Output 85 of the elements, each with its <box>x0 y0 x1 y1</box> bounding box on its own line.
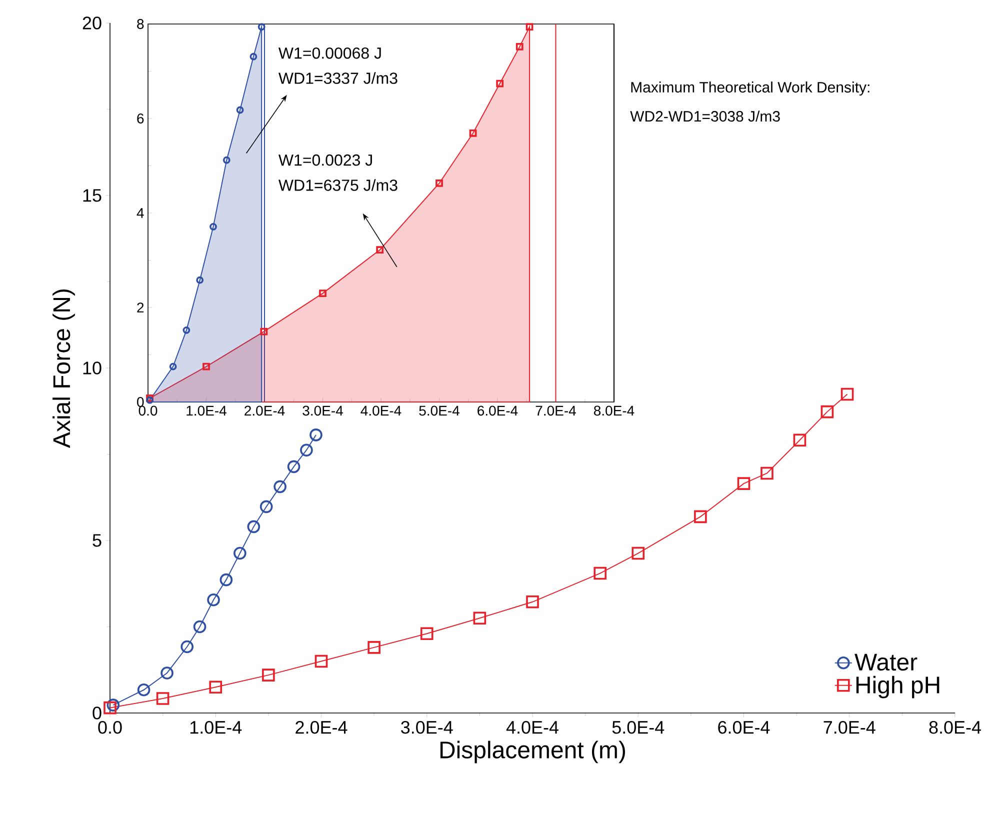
x-tick-label: 6.0E-4 <box>478 406 518 416</box>
point <box>262 668 275 682</box>
y-tick-label: 0 <box>137 397 144 407</box>
annotation: WD1=3337 J/m3 <box>278 72 398 84</box>
point <box>137 683 150 696</box>
x-tick-label: 1.0E-4 <box>190 720 242 734</box>
point <box>160 666 174 680</box>
x-tick-label: 2.0E-4 <box>296 720 348 734</box>
point <box>840 388 854 401</box>
point <box>234 546 246 560</box>
x-tick-label: 7.0E-4 <box>824 720 876 734</box>
point <box>220 573 233 586</box>
y-tick-label: 10 <box>83 362 102 374</box>
point <box>526 596 539 608</box>
y-tick-label: 0 <box>92 706 102 720</box>
point <box>236 106 244 114</box>
point <box>632 546 645 560</box>
point <box>260 500 273 514</box>
point <box>737 477 750 490</box>
point <box>526 23 534 31</box>
y-tick-label: 20 <box>82 16 102 30</box>
x-tick-label: 0.0 <box>98 720 122 734</box>
x-tick-label: 4.0E-4 <box>360 406 402 416</box>
point <box>210 223 217 230</box>
annotation: W1=0.00068 J <box>278 47 381 59</box>
point <box>106 698 120 712</box>
legend-label: Water <box>854 654 918 671</box>
x-tick-label: 2.0E-4 <box>244 406 285 416</box>
point <box>496 80 504 88</box>
annotation: W1=0.0023 J <box>278 154 372 166</box>
point <box>104 701 116 714</box>
point <box>694 510 707 524</box>
x-axis-title: Displacement (m) <box>440 740 625 764</box>
point <box>196 276 204 284</box>
point <box>169 362 177 370</box>
point <box>287 460 300 474</box>
x-tick-label: 7.0E-4 <box>536 406 576 416</box>
point <box>420 627 434 640</box>
point <box>300 444 313 457</box>
point <box>180 640 194 654</box>
x-tick-label: 0.0 <box>138 406 158 416</box>
point <box>793 434 806 446</box>
y-tick-label: 5 <box>92 534 102 547</box>
x-tick-label: 3.0E-4 <box>302 406 343 416</box>
legend-label: High pH <box>856 676 940 698</box>
point <box>207 593 220 606</box>
point <box>310 428 322 442</box>
x-tick-label: 3.0E-4 <box>401 720 453 734</box>
point <box>368 641 380 654</box>
x-tick-label: 4.0E-4 <box>506 720 558 734</box>
x-tick-label: 8.0E-4 <box>929 720 981 734</box>
annotation: WD1=6375 J/m3 <box>278 179 398 191</box>
point <box>516 42 524 50</box>
point <box>193 620 206 634</box>
point <box>319 290 326 298</box>
point <box>436 180 443 187</box>
x-tick-label: 1.0E-4 <box>186 406 226 416</box>
x-tick-label: 5.0E-4 <box>419 406 460 416</box>
point <box>209 680 222 694</box>
point <box>250 52 258 60</box>
point <box>820 405 834 418</box>
y-tick-label: 15 <box>83 189 102 202</box>
point <box>314 654 328 668</box>
annotation: WD2-WD1=3038 J/m3 <box>630 110 780 122</box>
y-tick-label: 6 <box>137 114 144 124</box>
point <box>594 566 607 580</box>
point <box>274 480 286 494</box>
point <box>222 156 230 164</box>
x-tick-label: 8.0E-4 <box>594 406 634 416</box>
annotation: Maximum Theoretical Work Density: <box>631 82 870 96</box>
x-tick-label: 6.0E-4 <box>718 720 770 734</box>
point <box>760 466 774 480</box>
x-tick-label: 5.0E-4 <box>612 720 664 734</box>
point <box>202 362 210 370</box>
point <box>473 612 486 625</box>
y-tick-label: 2 <box>137 302 144 312</box>
point <box>247 520 260 534</box>
point <box>260 328 268 336</box>
y-tick-label: 4 <box>136 208 144 218</box>
point <box>156 692 170 705</box>
point <box>376 246 384 254</box>
point <box>469 129 477 137</box>
point <box>182 326 190 334</box>
y-tick-label: 8 <box>137 19 144 29</box>
y-axis-title: Axial Force (N) <box>52 290 75 448</box>
